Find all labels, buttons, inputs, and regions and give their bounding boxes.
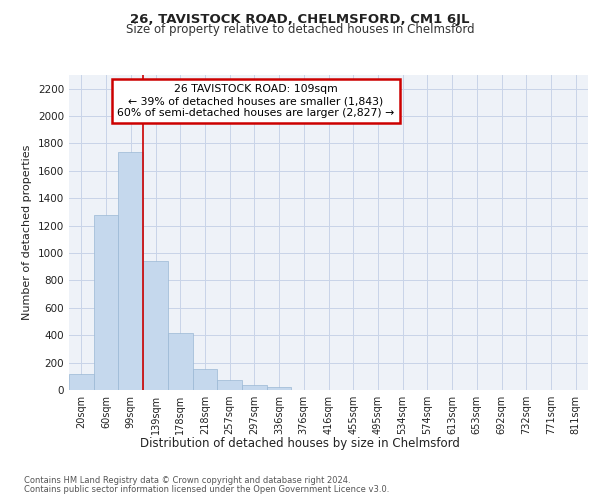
Bar	[94, 216, 118, 390]
Y-axis label: Number of detached properties: Number of detached properties	[22, 145, 32, 320]
Bar	[143, 262, 168, 390]
Bar	[168, 333, 193, 390]
Text: 26 TAVISTOCK ROAD: 109sqm
← 39% of detached houses are smaller (1,843)
60% of se: 26 TAVISTOCK ROAD: 109sqm ← 39% of detac…	[117, 84, 394, 117]
Bar	[118, 152, 143, 390]
Text: 26, TAVISTOCK ROAD, CHELMSFORD, CM1 6JL: 26, TAVISTOCK ROAD, CHELMSFORD, CM1 6JL	[130, 12, 470, 26]
Text: Distribution of detached houses by size in Chelmsford: Distribution of detached houses by size …	[140, 438, 460, 450]
Bar	[267, 386, 292, 390]
Bar	[193, 370, 217, 390]
Text: Contains public sector information licensed under the Open Government Licence v3: Contains public sector information licen…	[24, 485, 389, 494]
Bar	[69, 374, 94, 390]
Text: Size of property relative to detached houses in Chelmsford: Size of property relative to detached ho…	[125, 22, 475, 36]
Bar	[217, 380, 242, 390]
Bar	[242, 384, 267, 390]
Text: Contains HM Land Registry data © Crown copyright and database right 2024.: Contains HM Land Registry data © Crown c…	[24, 476, 350, 485]
